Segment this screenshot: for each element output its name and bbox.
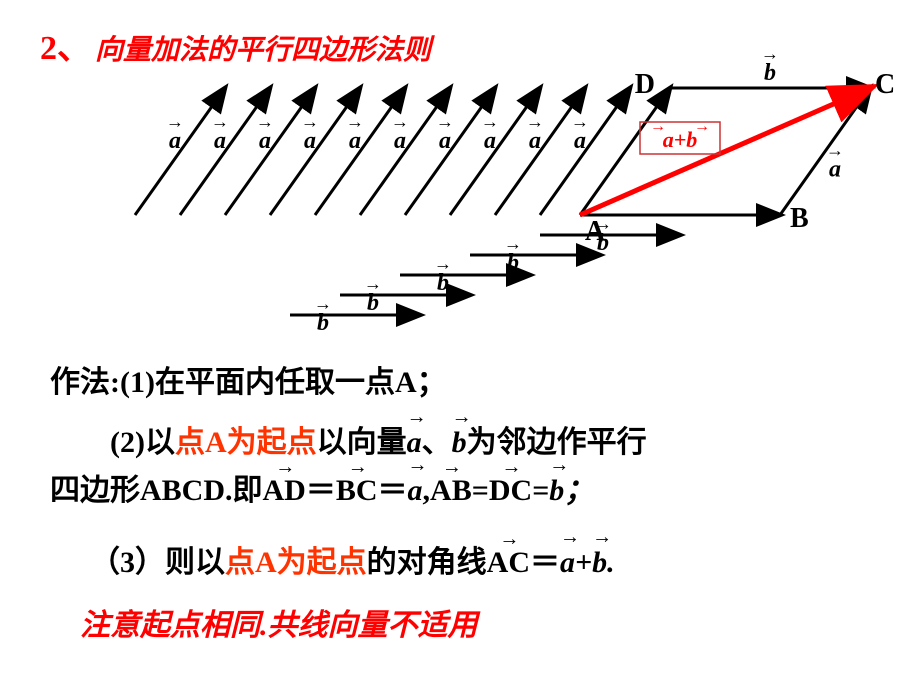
svg-text:D: D	[635, 69, 655, 100]
step1-text: (1)在平面内任取一点A；	[120, 366, 447, 399]
svg-text:a: a	[529, 128, 541, 154]
svg-text:b: b	[367, 290, 379, 316]
svg-text:C: C	[875, 69, 895, 100]
vec-AB: AB	[430, 468, 472, 513]
svg-text:a: a	[349, 128, 361, 154]
svg-text:a: a	[439, 128, 451, 154]
vec-DC: DC	[489, 468, 532, 513]
vec-AD: AD	[263, 468, 306, 513]
svg-text:a: a	[484, 128, 496, 154]
svg-text:a: a	[394, 128, 406, 154]
svg-text:b: b	[317, 310, 329, 336]
svg-text:a: a	[259, 128, 271, 154]
step-2-line2: 四边形ABCD.即AD＝BC＝a,AB=DC=b；	[50, 468, 594, 513]
vec-AC: AC	[487, 540, 530, 585]
step-intro: 作法:	[50, 366, 120, 399]
highlight-start-point-2: 点A为起点	[225, 546, 367, 579]
svg-text:b: b	[764, 60, 776, 86]
svg-text:b: b	[507, 250, 519, 276]
svg-text:a: a	[829, 157, 841, 183]
svg-text:a: a	[574, 128, 586, 154]
svg-text:B: B	[790, 203, 809, 234]
svg-text:a: a	[214, 128, 226, 154]
vector-diagram: →a→a→a→a→a→a→a→a→a→a→b→b→b→b→bABCD→b→a→→…	[0, 40, 920, 340]
step-1: 作法:(1)在平面内任取一点A；	[50, 360, 447, 405]
footer-note: 注意起点相同.共线向量不适用	[80, 600, 478, 644]
step-3: （3）则以点A为起点的对角线AC＝a+b.	[90, 540, 615, 585]
svg-text:A: A	[585, 216, 606, 247]
svg-text:a+b: a+b	[663, 127, 698, 152]
svg-text:a: a	[169, 128, 181, 154]
svg-text:b: b	[437, 270, 449, 296]
svg-text:a: a	[304, 128, 316, 154]
vec-BC: BC	[336, 468, 378, 513]
